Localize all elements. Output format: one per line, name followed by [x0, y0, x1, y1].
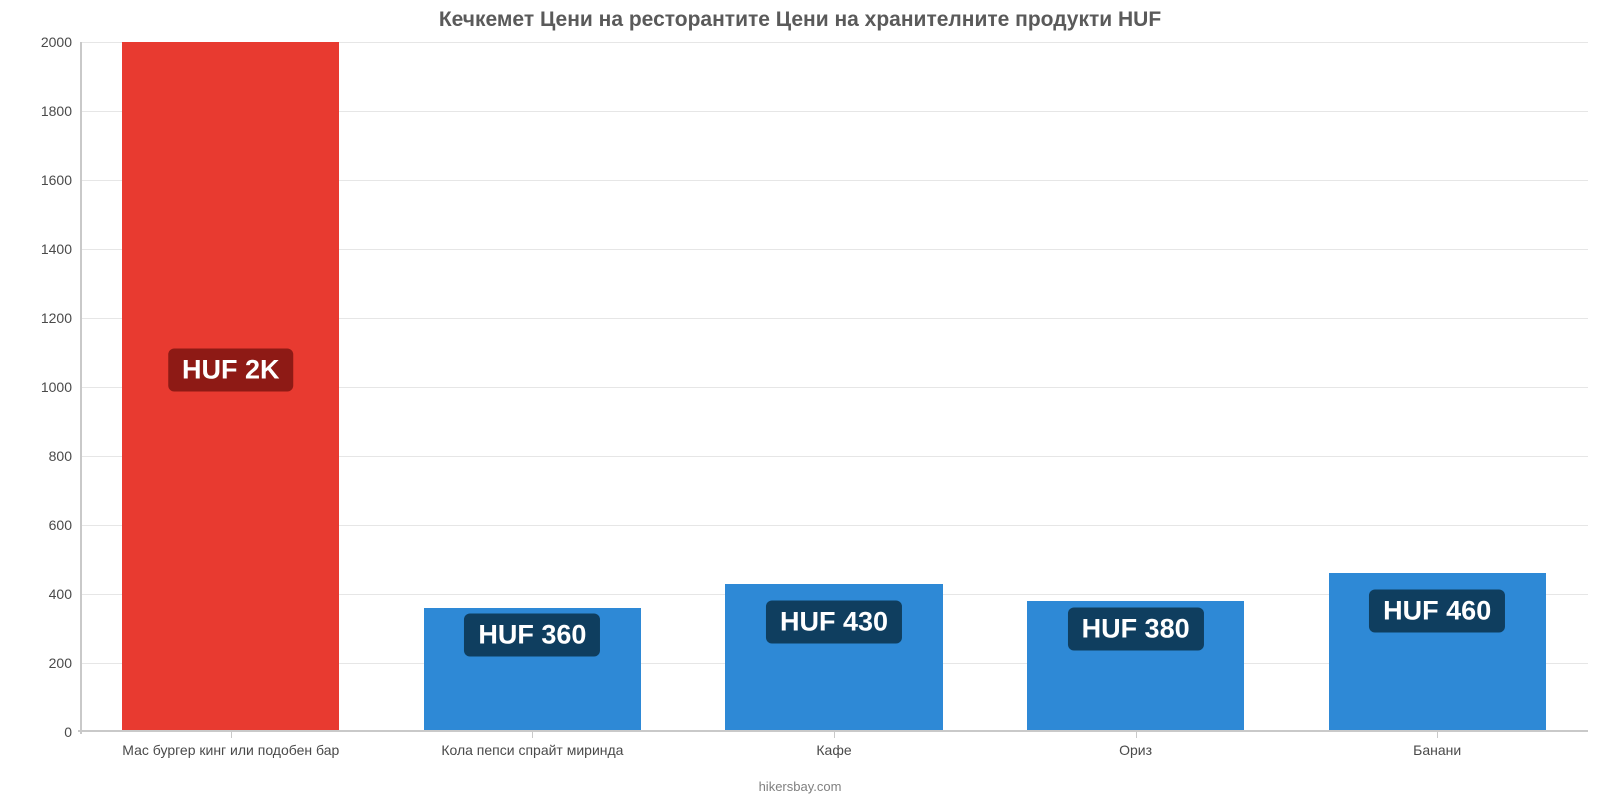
y-tick-label: 400 — [49, 586, 80, 602]
y-tick-label: 0 — [64, 724, 80, 740]
y-tick-label: 1000 — [41, 379, 80, 395]
plot-area: 0200400600800100012001400160018002000Мас… — [80, 42, 1588, 732]
x-tick-label: Банани — [1413, 732, 1461, 758]
y-tick-label: 1400 — [41, 241, 80, 257]
bar-value-badge: HUF 2K — [168, 348, 294, 391]
y-axis-line — [80, 42, 82, 734]
y-tick-label: 1800 — [41, 103, 80, 119]
y-tick-label: 2000 — [41, 34, 80, 50]
bar-value-badge: HUF 360 — [464, 614, 600, 657]
y-tick-label: 200 — [49, 655, 80, 671]
bar-value-badge: HUF 380 — [1068, 607, 1204, 650]
bars-container: HUF 2K HUF 360 HUF 430 HUF 380 HUF 460 — [80, 42, 1588, 732]
x-tick-label: Кола пепси спрайт миринда — [441, 732, 623, 758]
x-axis-baseline — [78, 730, 1588, 732]
x-tick-label: Кафе — [816, 732, 851, 758]
y-tick-label: 1600 — [41, 172, 80, 188]
price-bar-chart: Кечкемет Цени на ресторантите Цени на хр… — [0, 0, 1600, 800]
y-tick-label: 600 — [49, 517, 80, 533]
bar-value-badge: HUF 460 — [1369, 590, 1505, 633]
x-tick-label: Мас бургер кинг или подобен бар — [122, 732, 339, 758]
y-tick-label: 800 — [49, 448, 80, 464]
bar-value-badge: HUF 430 — [766, 600, 902, 643]
chart-title: Кечкемет Цени на ресторантите Цени на хр… — [0, 0, 1600, 32]
x-tick-label: Ориз — [1119, 732, 1152, 758]
credit-text: hikersbay.com — [759, 779, 842, 794]
y-tick-label: 1200 — [41, 310, 80, 326]
